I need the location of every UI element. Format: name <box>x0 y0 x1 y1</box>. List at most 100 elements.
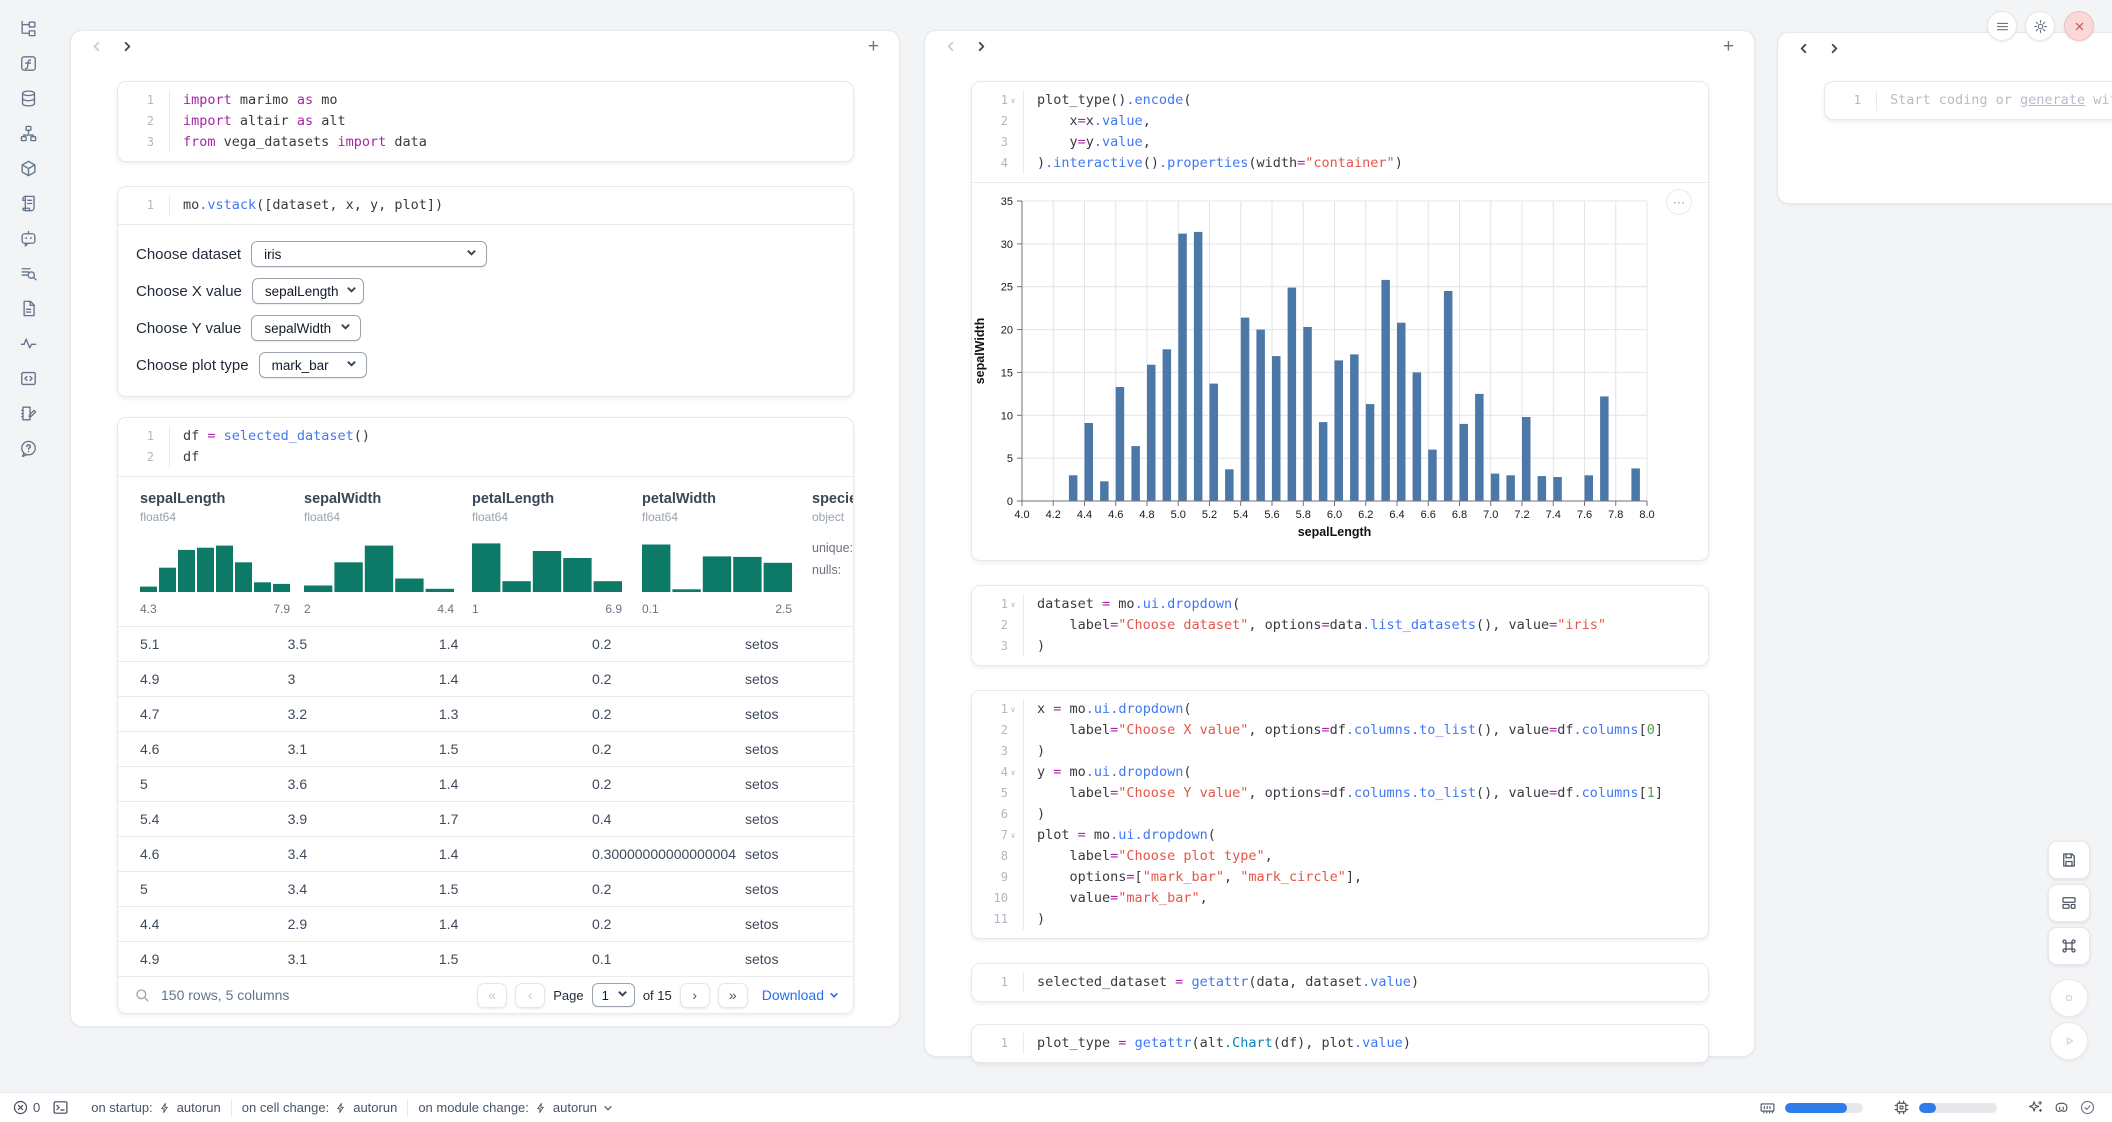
menu-icon[interactable] <box>1987 11 2017 41</box>
autorun-setting-0[interactable]: on startup:autorun <box>91 1100 221 1115</box>
table-row[interactable]: 4.93.11.50.1setos <box>118 941 853 976</box>
bar[interactable] <box>1506 475 1515 501</box>
download-button[interactable]: Download <box>762 987 839 1003</box>
dropdown-select-choose-x-value[interactable]: sepalLength <box>252 278 364 304</box>
page-select[interactable]: 1 <box>592 983 635 1007</box>
cell-imports[interactable]: 1import marimo as mo2import altair as al… <box>117 81 854 162</box>
bar[interactable] <box>1585 475 1594 501</box>
table-row[interactable]: 53.61.40.2setos <box>118 766 853 801</box>
bar[interactable] <box>1428 450 1437 501</box>
fold-arrow-icon[interactable]: ∨ <box>1008 825 1018 846</box>
first-page-button[interactable]: « <box>477 983 507 1008</box>
ai-sparkles-icon[interactable] <box>2027 1099 2044 1116</box>
bar[interactable] <box>1600 396 1609 501</box>
bar[interactable] <box>1256 330 1265 501</box>
bar[interactable] <box>1335 360 1344 501</box>
bar[interactable] <box>1272 356 1281 501</box>
bar[interactable] <box>1350 354 1359 501</box>
bar[interactable] <box>1522 417 1531 501</box>
chevron-right-icon[interactable] <box>1829 43 1840 54</box>
bar[interactable] <box>1475 394 1484 501</box>
snippets-icon[interactable] <box>10 361 46 396</box>
settings-gear-icon[interactable] <box>2025 11 2055 41</box>
dropdown-select-choose-y-value[interactable]: sepalWidth <box>251 315 361 341</box>
table-row[interactable]: 4.73.21.30.2setos <box>118 696 853 731</box>
cell-xy-plot-dropdowns[interactable]: 1∨x = mo.ui.dropdown(2 label="Choose X v… <box>971 690 1709 939</box>
table-row[interactable]: 5.13.51.40.2setos <box>118 626 853 661</box>
bar[interactable] <box>1147 365 1156 501</box>
table-row[interactable]: 4.63.11.50.2setos <box>118 731 853 766</box>
fold-arrow-icon[interactable]: ∨ <box>1008 594 1018 615</box>
scratchpad-icon[interactable] <box>10 256 46 291</box>
bar[interactable] <box>1225 469 1234 501</box>
bar-chart[interactable]: 4.04.24.44.64.85.05.25.45.65.86.06.26.46… <box>972 187 1708 552</box>
cell-vstack[interactable]: 1mo.vstack([dataset, x, y, plot]) Choose… <box>117 186 854 397</box>
cell-selected-dataset[interactable]: 1selected_dataset = getattr(data, datase… <box>971 963 1709 1002</box>
fold-arrow-icon[interactable]: ∨ <box>1008 762 1018 783</box>
documentation-icon[interactable] <box>10 291 46 326</box>
chevron-right-icon[interactable] <box>122 41 133 52</box>
autorun-setting-1[interactable]: on cell change:autorun <box>242 1100 398 1115</box>
fold-arrow-icon[interactable]: ∨ <box>1008 699 1018 720</box>
functions-icon[interactable] <box>10 46 46 81</box>
copilot-icon[interactable] <box>2053 1099 2070 1116</box>
keyboard-shortcuts-icon[interactable] <box>2048 927 2090 965</box>
save-icon[interactable] <box>2048 841 2090 879</box>
cell-dataframe[interactable]: 1df = selected_dataset()2df sepalLengthf… <box>117 417 854 1014</box>
add-cell-button[interactable]: + <box>868 37 879 56</box>
notebook-icon[interactable] <box>10 396 46 431</box>
bar[interactable] <box>1413 372 1422 501</box>
logs-icon[interactable] <box>10 186 46 221</box>
table-column-header[interactable]: petalLengthfloat6416.9 <box>472 491 642 616</box>
bar[interactable] <box>1085 423 1094 501</box>
chevron-left-icon[interactable] <box>945 41 956 52</box>
autorun-setting-2[interactable]: on module change:autorun <box>418 1100 613 1115</box>
chevron-right-icon[interactable] <box>976 41 987 52</box>
errors-indicator[interactable]: 0 <box>12 1099 40 1116</box>
stop-button[interactable] <box>2050 979 2088 1017</box>
bar[interactable] <box>1288 288 1297 501</box>
table-column-header[interactable]: petalWidthfloat640.12.5 <box>642 491 812 616</box>
table-row[interactable]: 5.43.91.70.4setos <box>118 801 853 836</box>
bar[interactable] <box>1163 349 1172 501</box>
bar[interactable] <box>1491 474 1500 501</box>
chart-actions-menu-icon[interactable]: ⋯ <box>1666 189 1692 215</box>
help-icon[interactable] <box>10 431 46 466</box>
layout-panels-icon[interactable] <box>2048 884 2090 922</box>
search-icon[interactable] <box>134 987 150 1003</box>
add-cell-button[interactable]: + <box>1723 37 1734 56</box>
next-page-button[interactable]: › <box>680 983 710 1008</box>
bar[interactable] <box>1553 477 1562 501</box>
bar[interactable] <box>1100 481 1109 501</box>
code-editor-placeholder[interactable]: Start coding or generate with <box>1877 90 2112 111</box>
bar[interactable] <box>1381 280 1390 501</box>
terminal-icon[interactable] <box>52 1099 69 1116</box>
bar[interactable] <box>1131 446 1140 501</box>
cell-plot-type[interactable]: 1plot_type = getattr(alt.Chart(df), plot… <box>971 1024 1709 1063</box>
scratch-cell[interactable]: 1Start coding or generate with <box>1824 81 2112 120</box>
table-column-header[interactable]: speciesobjectunique:nulls: <box>812 491 853 616</box>
bar[interactable] <box>1241 318 1250 501</box>
generate-link[interactable]: generate <box>2020 92 2085 108</box>
bar[interactable] <box>1116 387 1125 501</box>
table-column-header[interactable]: sepalLengthfloat644.37.9 <box>140 491 304 616</box>
last-page-button[interactable]: » <box>718 983 748 1008</box>
bar[interactable] <box>1444 291 1453 501</box>
fold-arrow-icon[interactable]: ∨ <box>1008 90 1018 111</box>
dropdown-select-choose-dataset[interactable]: iris <box>251 241 487 267</box>
bar[interactable] <box>1319 422 1328 501</box>
packages-icon[interactable] <box>10 151 46 186</box>
chevron-left-icon[interactable] <box>1798 43 1809 54</box>
connection-status-icon[interactable] <box>2079 1099 2096 1116</box>
bar[interactable] <box>1538 476 1547 501</box>
tracing-icon[interactable] <box>10 326 46 361</box>
bar[interactable] <box>1303 327 1312 501</box>
chevron-left-icon[interactable] <box>91 41 102 52</box>
run-button[interactable] <box>2050 1022 2088 1060</box>
chat-icon[interactable] <box>10 221 46 256</box>
table-row[interactable]: 53.41.50.2setos <box>118 871 853 906</box>
bar[interactable] <box>1210 384 1219 501</box>
bar[interactable] <box>1069 475 1078 501</box>
cell-dataset-dropdown[interactable]: 1∨dataset = mo.ui.dropdown(2 label="Choo… <box>971 585 1709 666</box>
file-explorer-icon[interactable] <box>10 11 46 46</box>
